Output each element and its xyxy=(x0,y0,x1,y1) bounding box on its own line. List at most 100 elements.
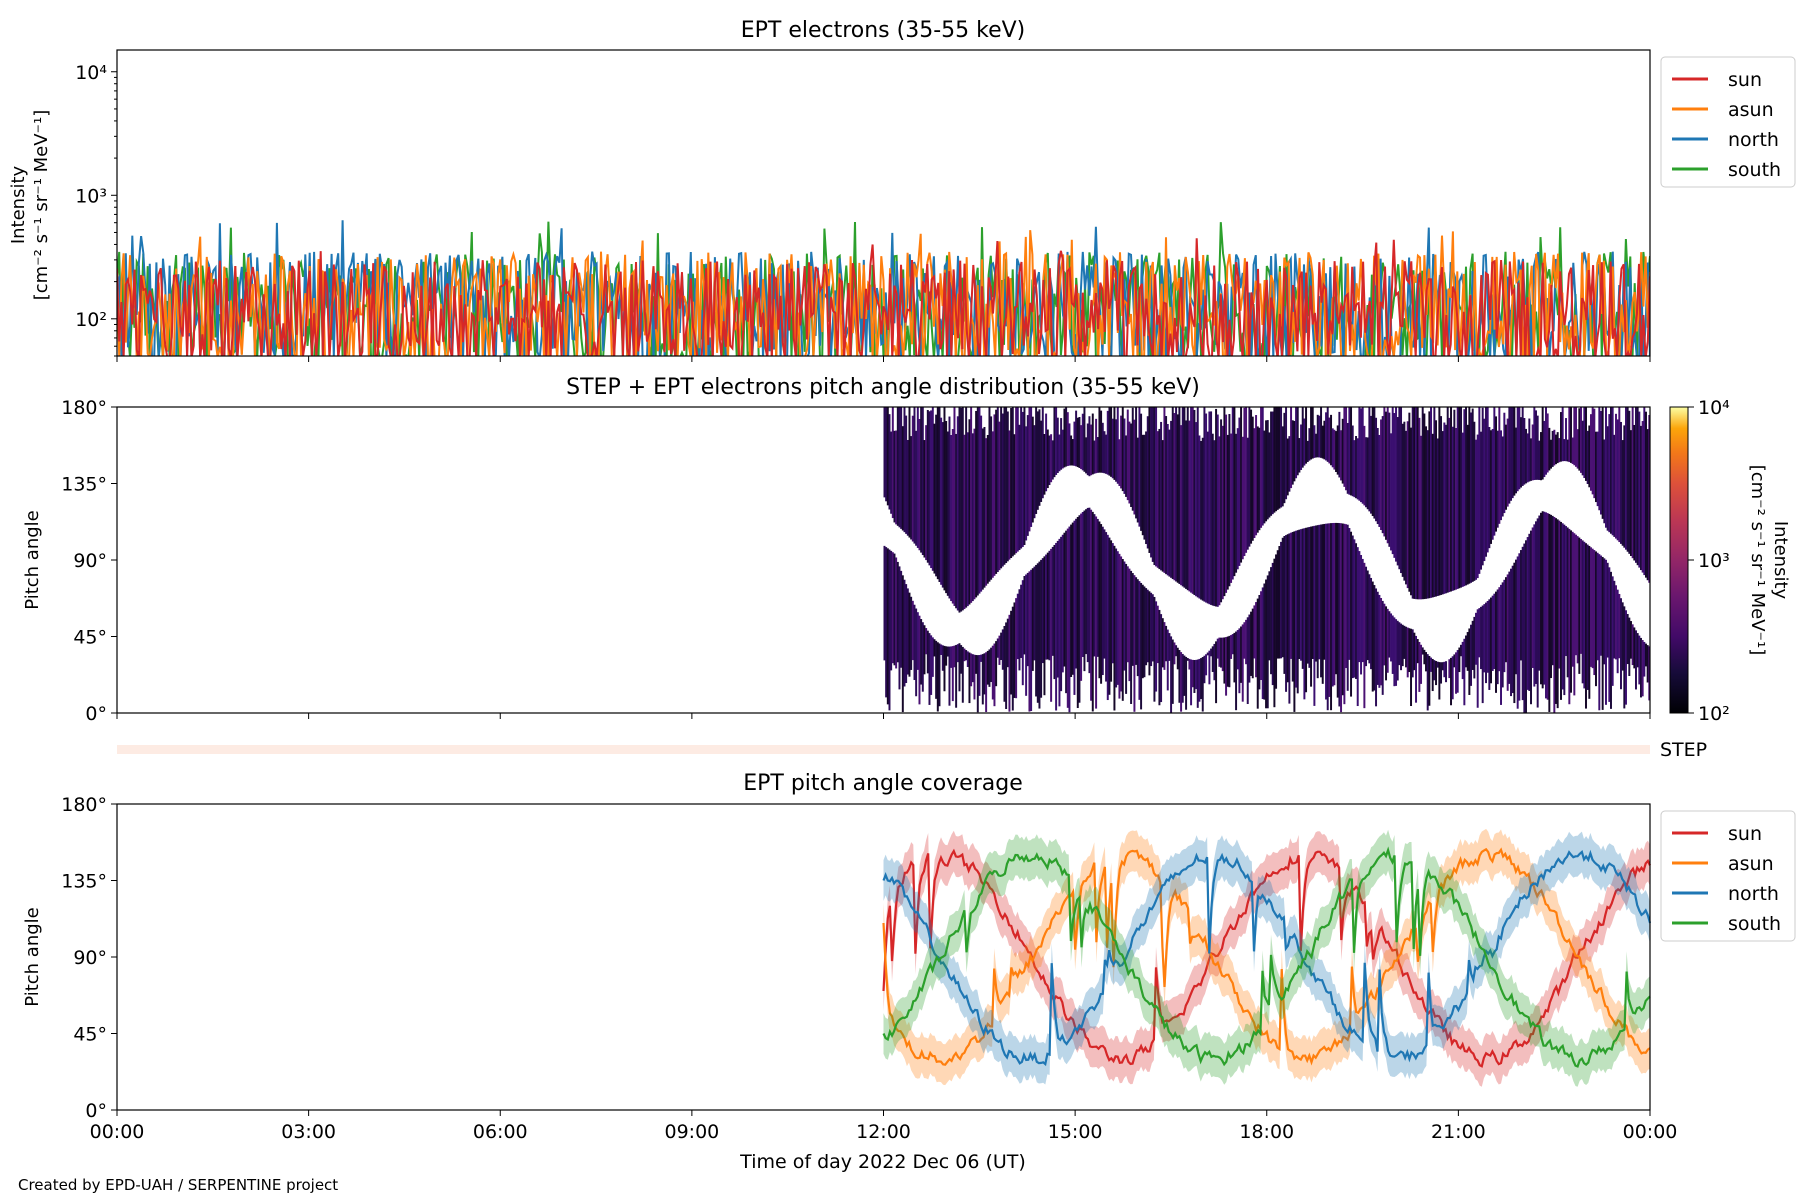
heatmap-cell xyxy=(1441,431,1444,595)
x-tick-label: 15:00 xyxy=(1048,1121,1103,1143)
heatmap-cell xyxy=(1088,416,1091,477)
heatmap-cell xyxy=(1160,421,1163,571)
heatmap-cell xyxy=(930,410,933,569)
heatmap-cell xyxy=(1470,412,1473,583)
heatmap-cell xyxy=(1513,562,1516,704)
heatmap-cell xyxy=(1633,424,1636,561)
heatmap-cell xyxy=(970,653,973,687)
heatmap-cell xyxy=(1091,413,1094,475)
heatmap-cell xyxy=(1553,516,1556,713)
heatmap-cell xyxy=(1075,410,1078,467)
heatmap-cell xyxy=(1548,427,1551,471)
heatmap-cell xyxy=(1641,421,1644,573)
heatmap-cell xyxy=(1145,431,1148,545)
heatmap-cell xyxy=(1613,434,1616,537)
heatmap-cell xyxy=(915,430,918,546)
heatmap-cell xyxy=(1245,619,1248,665)
heatmap-cell xyxy=(1163,407,1166,573)
heatmap-cell xyxy=(1100,524,1103,684)
heatmap-cell xyxy=(1080,513,1083,681)
heatmap-cell xyxy=(1540,512,1542,685)
heatmap-cell xyxy=(1353,440,1356,498)
heatmap-cell xyxy=(1206,431,1209,604)
heatmap-cell xyxy=(1136,437,1139,523)
heatmap-cell xyxy=(1618,593,1621,659)
heatmap-cell xyxy=(1345,524,1348,669)
heatmap-cell xyxy=(1536,415,1539,480)
heatmap-cell xyxy=(1168,633,1171,661)
heatmap-cell xyxy=(900,407,903,529)
heatmap-cell xyxy=(1131,573,1134,666)
heatmap-cell xyxy=(1010,610,1013,695)
heatmap-cell xyxy=(1073,520,1076,695)
heatmap-cell xyxy=(1416,639,1419,664)
heatmap-cell xyxy=(1196,659,1199,708)
heatmap-cell xyxy=(1190,407,1193,593)
heatmap-cell xyxy=(1000,407,1003,569)
heatmap-cell xyxy=(1360,408,1363,503)
heatmap-cell xyxy=(1170,420,1173,578)
heatmap-cell xyxy=(1153,407,1156,566)
heatmap-cell xyxy=(948,416,951,599)
heatmap-cell xyxy=(1625,407,1627,550)
heatmap-cell xyxy=(1398,622,1401,666)
heatmap-cell xyxy=(1435,420,1438,597)
heatmap-cell xyxy=(925,628,928,655)
heatmap-cell xyxy=(1318,415,1321,458)
heatmap-cell xyxy=(1595,431,1597,503)
heatmap-cell xyxy=(1621,440,1624,546)
colorbar-tick-label: 10³ xyxy=(1698,550,1730,572)
panel2-axes: 0° 45° 90° 135° 180° xyxy=(61,397,1651,725)
heatmap-cell xyxy=(1405,430,1408,585)
heatmap-cell xyxy=(1011,407,1014,557)
heatmap-cell xyxy=(1016,407,1019,552)
heatmap-cell xyxy=(911,600,914,661)
heatmap-cell xyxy=(1210,648,1213,657)
heatmap-cell xyxy=(1115,548,1118,688)
heatmap-cell xyxy=(1621,602,1624,671)
heatmap-cell xyxy=(1555,434,1557,465)
heatmap-cell xyxy=(1535,410,1537,480)
heatmap-cell xyxy=(1393,413,1396,558)
heatmap-cell xyxy=(916,407,919,548)
heatmap-cell xyxy=(1120,415,1123,489)
heatmap-cell xyxy=(1033,566,1036,661)
heatmap-cell xyxy=(1103,529,1106,659)
heatmap-cell xyxy=(1083,510,1086,672)
heatmap-cell xyxy=(1340,523,1343,713)
heatmap-cell xyxy=(1608,414,1611,533)
heatmap-cell xyxy=(1546,413,1549,473)
heatmap-cell xyxy=(1615,585,1617,660)
heatmap-cell xyxy=(1528,533,1531,691)
heatmap-cell xyxy=(1580,407,1582,473)
heatmap-cell xyxy=(920,407,923,553)
heatmap-cell xyxy=(1433,660,1436,681)
x-tick-label: 00:00 xyxy=(90,1121,145,1143)
heatmap-cell xyxy=(1096,437,1099,473)
heatmap-cell xyxy=(1001,629,1004,670)
heatmap-cell xyxy=(1535,521,1537,684)
coverage-band-north xyxy=(883,831,1650,1085)
heatmap-cell xyxy=(933,639,936,657)
intensity-line-south xyxy=(117,221,1650,356)
heatmap-cell xyxy=(1251,416,1254,541)
heatmap-cell xyxy=(1163,622,1166,670)
heatmap-cell xyxy=(1226,434,1229,590)
heatmap-cell xyxy=(1370,577,1373,670)
heatmap-cell xyxy=(1273,558,1276,708)
heatmap-cell xyxy=(1293,420,1296,482)
heatmap-cell xyxy=(1003,625,1006,702)
heatmap-cell xyxy=(1365,437,1368,508)
heatmap-cell xyxy=(1216,638,1219,659)
panel1-axes: 10² 10³ 10⁴ xyxy=(75,62,1651,362)
heatmap-cell xyxy=(1330,414,1333,466)
heatmap-cell xyxy=(1331,428,1334,468)
heatmap-cell xyxy=(1183,407,1186,588)
heatmap-cell xyxy=(1285,535,1288,692)
heatmap-cell xyxy=(1631,407,1634,559)
heatmap-cell xyxy=(1576,429,1579,469)
heatmap-cell xyxy=(1490,430,1493,544)
heatmap-cell xyxy=(1596,552,1599,661)
heatmap-cell xyxy=(1638,635,1641,685)
heatmap-cell xyxy=(1530,438,1532,481)
